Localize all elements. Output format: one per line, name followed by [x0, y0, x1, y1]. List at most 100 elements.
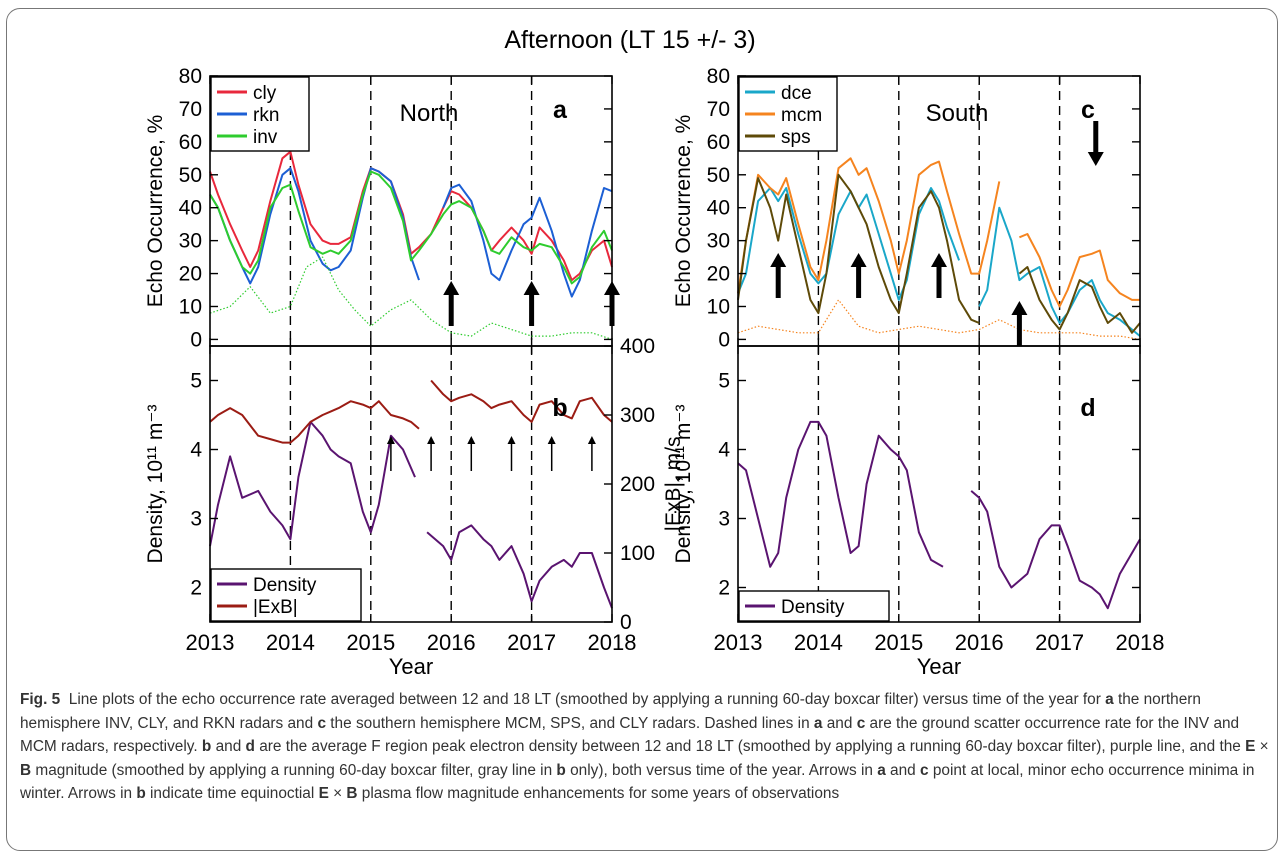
y-tick-label: 3 — [718, 508, 730, 531]
x-tick-label: 2013 — [714, 630, 763, 655]
series-line-density — [209, 420, 613, 609]
y2-tick-label: 100 — [620, 542, 655, 565]
chart-panel-d: 2013 2014 2015 2016 2017 2018 Year 2 3 4 5 Density,… — [672, 345, 1164, 679]
y2-axis-label: |ExB|, m/s — [662, 437, 685, 532]
winter-minimum-arrow-head — [931, 253, 947, 267]
legend-label: cly — [253, 83, 277, 104]
series-line-sps — [737, 173, 1141, 334]
y2-tick-label: 300 — [620, 404, 655, 427]
y-tick-label: 60 — [707, 131, 730, 154]
region-label: North — [400, 100, 459, 127]
caption-segment: B — [20, 761, 32, 779]
x-tick-label: 2015 — [874, 630, 923, 655]
y-tick-label: 70 — [707, 98, 730, 121]
caption-segment: B — [346, 785, 358, 803]
exb-enhancement-arrow-head — [507, 436, 516, 444]
caption-segment: a — [813, 714, 823, 732]
y-tick-label: 20 — [707, 263, 730, 286]
caption-segment: d — [245, 738, 255, 756]
caption-segment: c — [920, 761, 929, 779]
y-tick-label: 0 — [718, 328, 730, 351]
x-tick-label: 2015 — [346, 630, 395, 655]
y-tick-label: 40 — [707, 197, 730, 220]
y-tick-label: 0 — [190, 328, 202, 351]
y-axis-label: Density, 10¹¹ m⁻³ — [144, 405, 167, 564]
caption-segment: indicate time equinoctial — [145, 785, 319, 803]
chart-panel-c: 0 10 20 30 40 50 60 70 80 Echo Occurrence, % c Sout… — [672, 65, 1141, 351]
y-tick-label: 80 — [179, 65, 202, 88]
exb-enhancement-arrow-head — [547, 436, 556, 444]
series-line-ground-scatter — [209, 256, 613, 340]
series-line-rkn — [209, 167, 613, 298]
y-tick-label: 2 — [190, 577, 202, 600]
y-tick-label: 5 — [718, 370, 730, 393]
y2-tick-label: 400 — [620, 335, 655, 358]
x-tick-label: 2017 — [1035, 630, 1084, 655]
caption-segment: the northern hemisphere INV, CLY, and RK… — [20, 691, 1201, 732]
y-tick-label: 70 — [179, 98, 202, 121]
caption-segment: b — [201, 738, 212, 756]
legend-label: |ExB| — [253, 597, 298, 618]
caption-segment: × — [328, 785, 347, 803]
x-tick-label: 2014 — [266, 630, 315, 655]
caption-segment: Line plots of the echo occurrence rate a… — [68, 691, 1106, 708]
caption-segment: are the average F region peak electron d… — [254, 738, 1246, 756]
exb-enhancement-arrow-head — [587, 436, 596, 444]
legend-label: Density — [781, 597, 845, 618]
y-tick-label: 10 — [179, 295, 202, 318]
y-tick-label: 30 — [707, 230, 730, 253]
y-tick-label: 2 — [718, 577, 730, 600]
legend-label: sps — [781, 127, 811, 148]
panel-label: b — [552, 394, 567, 422]
caption-segment: c — [317, 714, 326, 732]
caption-segment: a — [877, 761, 886, 779]
y-tick-label: 60 — [179, 131, 202, 154]
exb-enhancement-arrow-head — [427, 436, 436, 444]
y-tick-label: 10 — [707, 295, 730, 318]
x-tick-label: 2018 — [588, 630, 637, 655]
caption-segment: only), both versus time of the year. Arr… — [565, 761, 878, 779]
series-line-ground-scatter — [737, 299, 1141, 340]
series-line-mcm — [737, 157, 1140, 308]
y-tick-label: 20 — [179, 263, 202, 286]
caption-segment: b — [136, 785, 146, 803]
legend-label: rkn — [253, 105, 279, 126]
winter-minimum-arrow-head — [443, 281, 460, 295]
winter-minimum-arrow-head — [523, 281, 540, 295]
panel-label: d — [1080, 394, 1095, 422]
winter-minimum-arrow-head — [850, 253, 867, 267]
y-tick-label: 4 — [718, 439, 730, 462]
caption-segment: plasma flow magnitude enhancements for s… — [357, 785, 840, 803]
caption-body: Line plots of the echo occurrence rate a… — [20, 691, 1269, 802]
x-axis-label: Year — [917, 654, 961, 679]
y-tick-label: 40 — [179, 197, 202, 220]
y-tick-label: 80 — [707, 65, 730, 88]
x-tick-label: 2014 — [794, 630, 843, 655]
legend-label: inv — [253, 127, 278, 148]
figure-svg: Afternoon (LT 15 +/- 3) 0102030405060708… — [144, 26, 1164, 679]
y2-tick-label: 200 — [620, 473, 655, 496]
y2-tick-label: 0 — [620, 611, 632, 634]
series-line-density — [737, 420, 1141, 610]
figure-title: Afternoon (LT 15 +/- 3) — [504, 26, 755, 54]
exb-enhancement-arrow-head — [467, 436, 476, 444]
y-axis-label: Density, 10¹¹ m⁻³ — [672, 405, 695, 564]
figure-caption: Fig. 5 Line plots of the echo occurrence… — [20, 688, 1270, 806]
legend-label: mcm — [781, 105, 822, 126]
caption-segment: c — [856, 714, 866, 732]
caption-segment: magnitude (smoothed by applying a runnin… — [31, 761, 557, 779]
caption-segment: are the ground scatter occurrence rate f… — [20, 714, 1240, 756]
panel-label: c — [1081, 96, 1095, 124]
legend-label: Density — [253, 575, 317, 596]
exb-enhancement-arrow-head — [386, 436, 395, 444]
caption-segment: a — [1105, 691, 1114, 708]
winter-minimum-arrow-head — [1011, 301, 1028, 315]
caption-segment: E — [1245, 738, 1256, 756]
region-label: South — [926, 100, 989, 127]
y-tick-label: 50 — [179, 164, 202, 187]
legend-box — [210, 568, 362, 622]
y-tick-label: 50 — [707, 164, 730, 187]
series-line-inv — [209, 170, 613, 285]
winter-minimum-arrow-head — [770, 253, 787, 267]
y-tick-label: 4 — [190, 439, 202, 462]
